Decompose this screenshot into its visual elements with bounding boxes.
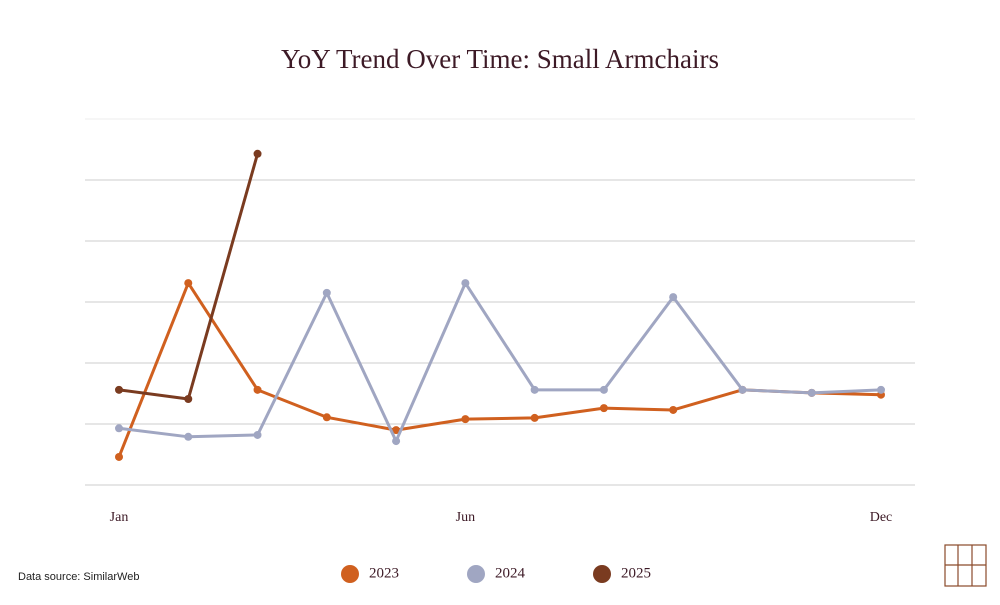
data-point: [738, 385, 747, 394]
data-point: [115, 424, 123, 433]
data-point: [461, 415, 470, 424]
data-point: [322, 288, 331, 297]
data-point: [253, 430, 262, 439]
data-point: [669, 293, 678, 302]
data-point: [877, 385, 885, 394]
data-point: [392, 437, 401, 446]
data-point: [392, 426, 401, 435]
data-point: [669, 405, 678, 414]
data-point: [530, 385, 539, 394]
data-point: [184, 394, 193, 403]
data-point: [599, 385, 608, 394]
data-point: [184, 432, 193, 441]
series-line: [118, 281, 882, 443]
legend-swatch: [467, 565, 485, 583]
series-line: [118, 153, 259, 401]
data-point: [115, 452, 123, 461]
legend-label: 2024: [495, 565, 526, 581]
data-point: [253, 385, 262, 394]
data-point: [807, 388, 816, 397]
legend-label: 2023: [369, 565, 399, 581]
chart-title: YoY Trend Over Time: Small Armchairs: [281, 44, 719, 74]
logo: [944, 544, 987, 587]
data-point: [461, 279, 470, 288]
x-tick-label: Jun: [456, 510, 475, 525]
data-point: [322, 413, 331, 422]
legend-label: 2025: [621, 565, 651, 581]
data-point: [184, 279, 193, 288]
data-point: [115, 385, 123, 394]
series-line: [117, 281, 882, 458]
data-point: [253, 149, 262, 158]
legend-swatch: [341, 565, 359, 583]
data-point: [599, 404, 608, 413]
x-tick-label: Dec: [870, 510, 893, 525]
data-point: [530, 413, 539, 422]
source-note: Data source: SimilarWeb: [18, 571, 139, 583]
x-tick-label: Jan: [110, 510, 129, 525]
legend-swatch: [593, 565, 611, 583]
